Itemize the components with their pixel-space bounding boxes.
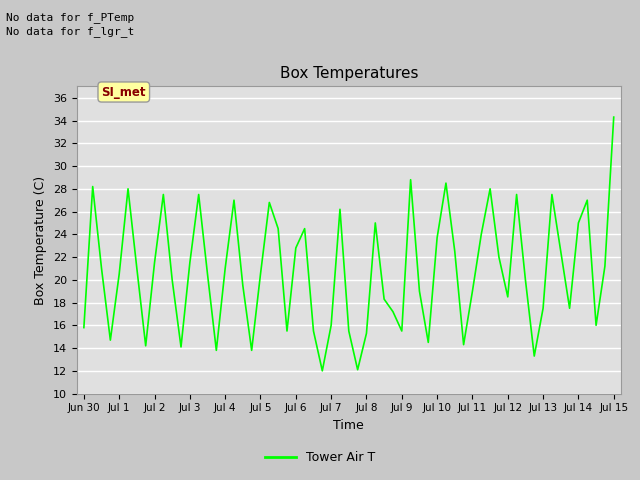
Text: SI_met: SI_met [102, 85, 146, 98]
Text: No data for f_PTemp: No data for f_PTemp [6, 12, 134, 23]
Text: No data for f_lgr_t: No data for f_lgr_t [6, 26, 134, 37]
Y-axis label: Box Temperature (C): Box Temperature (C) [35, 175, 47, 305]
X-axis label: Time: Time [333, 419, 364, 432]
Legend: Tower Air T: Tower Air T [260, 446, 380, 469]
Title: Box Temperatures: Box Temperatures [280, 66, 418, 81]
